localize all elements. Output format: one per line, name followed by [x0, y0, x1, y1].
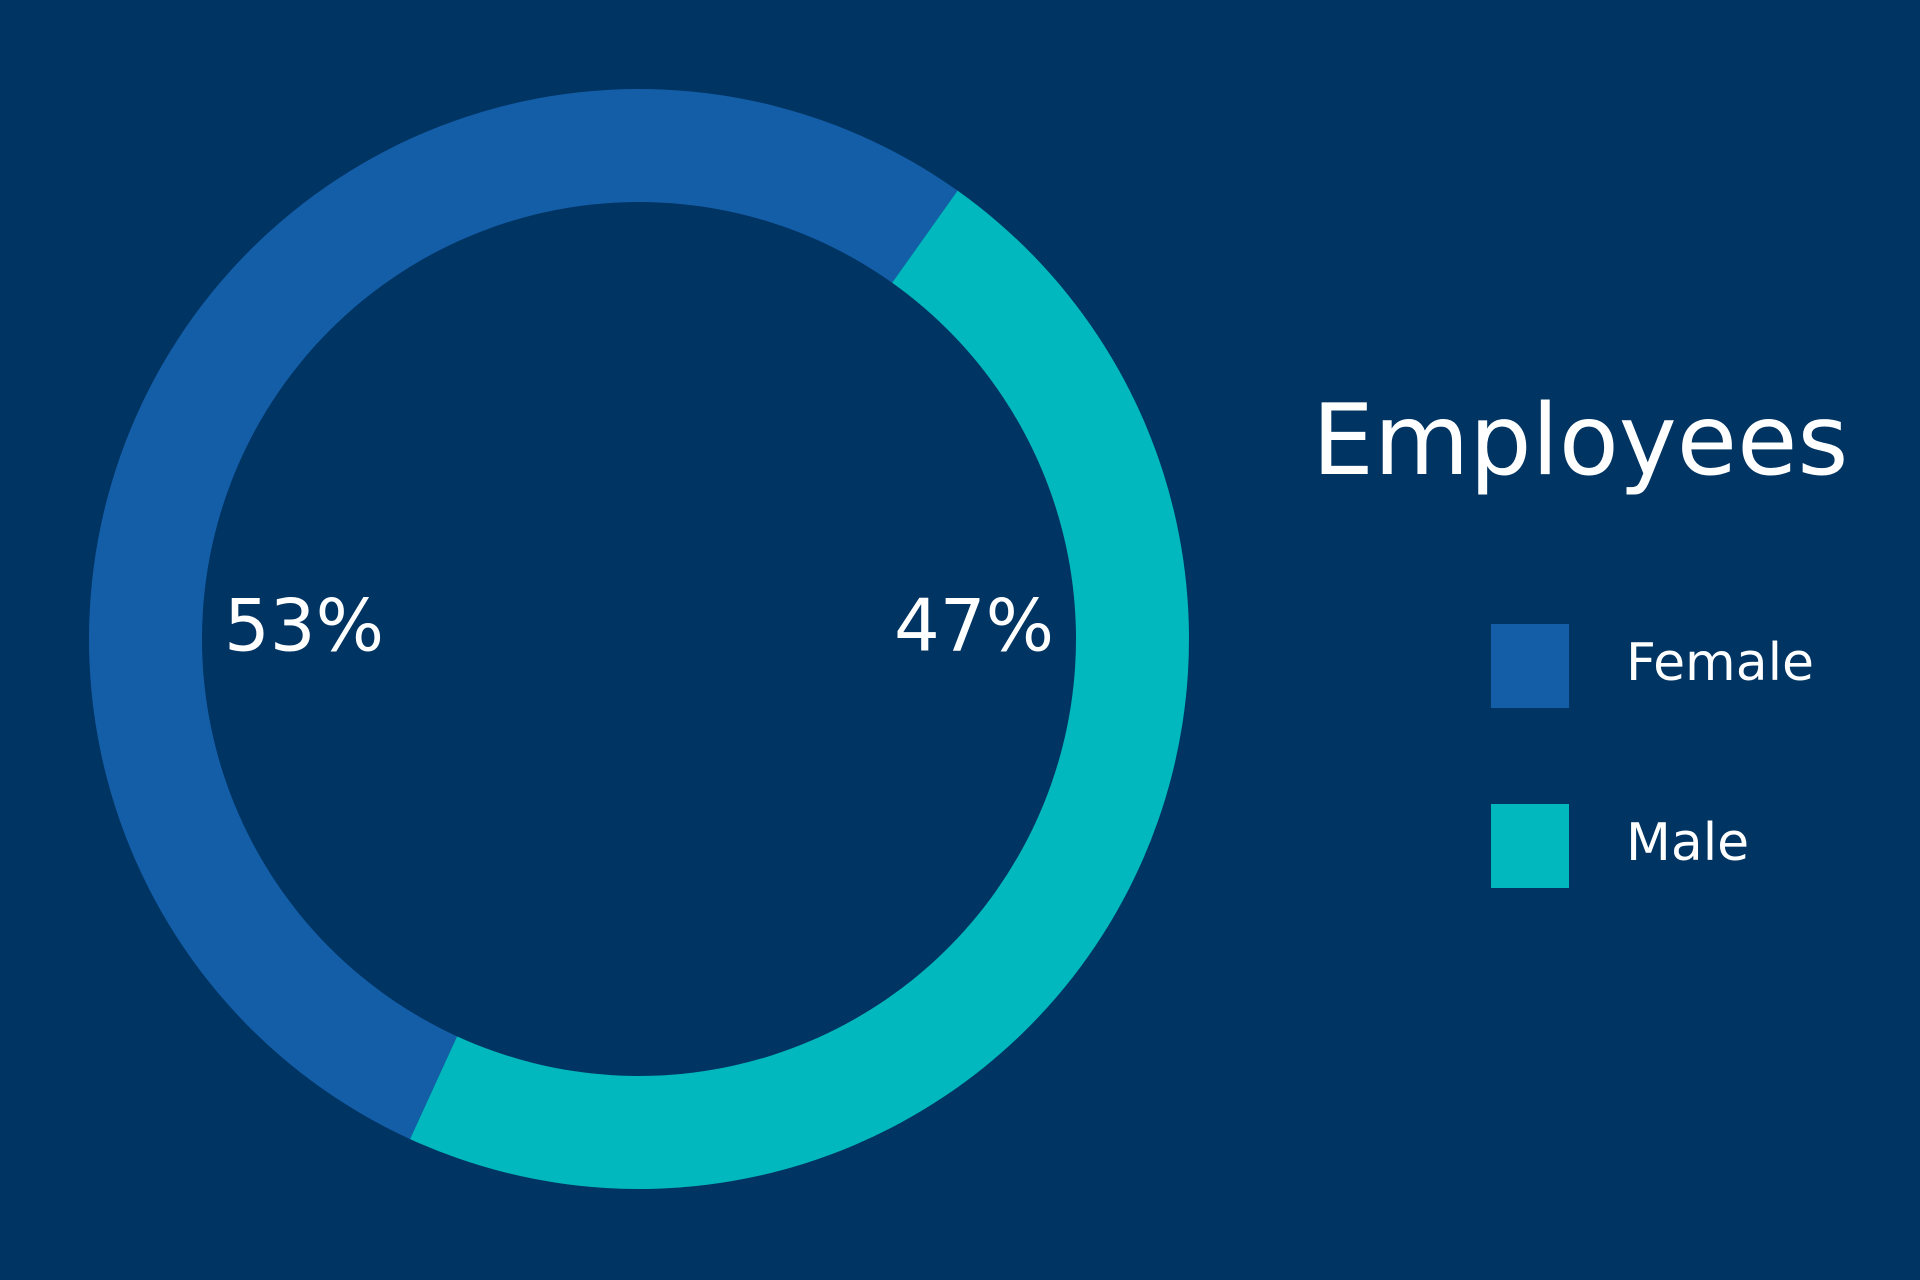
- donut-segment: [410, 190, 1189, 1189]
- legend-label: Female: [1626, 633, 1814, 693]
- chart-title: Employees: [1312, 384, 1848, 498]
- value-label: 53%: [224, 584, 384, 668]
- legend-label: Male: [1626, 813, 1749, 873]
- value-label: 47%: [894, 584, 1054, 668]
- legend-swatch: [1491, 804, 1569, 888]
- donut-segment: [88, 88, 958, 1140]
- legend-swatch: [1491, 624, 1569, 708]
